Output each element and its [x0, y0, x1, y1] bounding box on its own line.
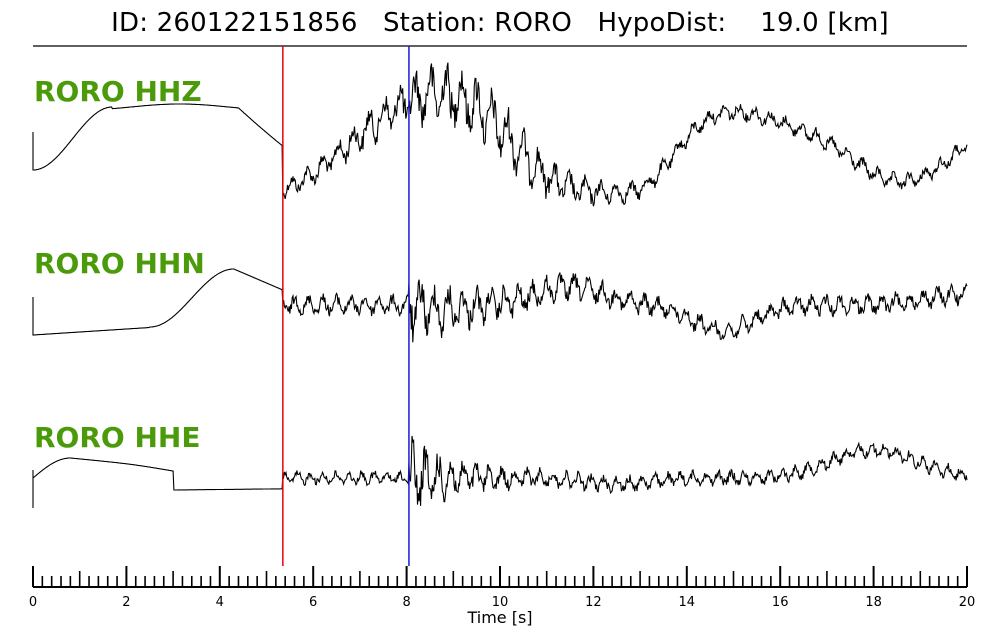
x-tick-label: 14: [679, 595, 696, 610]
time-axis: 0 2 4 6 8 10 12 14 16 18 20: [29, 566, 975, 610]
x-tick-label: 16: [772, 595, 789, 610]
x-tick-label: 0: [29, 595, 37, 610]
x-tick-label: 4: [216, 595, 224, 610]
x-tick-label: 8: [402, 595, 410, 610]
phase-picks: [282, 46, 410, 566]
trace-group: [32, 62, 968, 508]
x-tick-label: 10: [492, 595, 509, 610]
trace-hhn: [32, 268, 968, 343]
trace-hhz: [32, 62, 968, 207]
x-tick-label: 20: [959, 595, 976, 610]
x-tick-label: 18: [865, 595, 882, 610]
x-tick-label: 2: [122, 595, 130, 610]
x-tick-label: 12: [585, 595, 602, 610]
trace-label-hhe: RORO HHE: [34, 421, 200, 454]
trace-label-hhz: RORO HHZ: [34, 75, 202, 108]
x-axis-label: Time [s]: [466, 608, 532, 627]
trace-hhe: [32, 435, 968, 508]
trace-label-hhn: RORO HHN: [34, 247, 205, 280]
plot-title: ID: 260122151856 Station: RORO HypoDist:…: [111, 8, 889, 38]
x-tick-label: 6: [309, 595, 317, 610]
trace-labels: RORO HHZ RORO HHN RORO HHE: [34, 75, 205, 454]
